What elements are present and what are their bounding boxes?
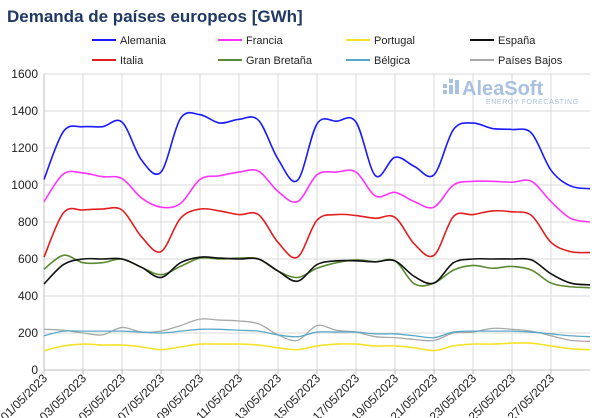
legend-label: Alemania: [120, 35, 167, 47]
series-line-espana: [43, 256, 591, 286]
series-line-portugal: [43, 342, 591, 352]
x-axis: 01/05/202303/05/202305/05/202307/05/2023…: [0, 369, 590, 418]
legend-label: Italia: [120, 55, 144, 67]
legend-item: Bélgica: [346, 55, 411, 67]
series-line-paises-bajos: [43, 318, 591, 342]
y-tick-label: 200: [18, 326, 38, 340]
legend-item: Francia: [218, 35, 284, 47]
legend-item: España: [470, 35, 536, 47]
y-tick-label: 600: [18, 252, 38, 266]
legend-item: Alemania: [92, 35, 167, 47]
legend-label: Gran Bretaña: [246, 55, 313, 67]
legend-label: España: [498, 35, 536, 47]
y-tick-label: 1000: [11, 178, 38, 192]
legend-item: Gran Bretaña: [218, 55, 313, 67]
series-line-belgica: [43, 328, 591, 339]
series-line-italia: [43, 206, 591, 259]
logo-text: AleaSoft: [462, 78, 543, 100]
series-line-francia: [43, 168, 591, 223]
legend-label: Francia: [246, 35, 284, 47]
legend-label: Bélgica: [374, 55, 411, 67]
logo-mark-icon: [443, 79, 459, 94]
series-line-alemania: [43, 111, 591, 190]
y-tick-label: 1600: [11, 67, 38, 81]
legend-item: Portugal: [346, 35, 415, 47]
legend-item: Italia: [92, 55, 144, 67]
y-axis: 0 200 400 600 800 1000 1200 1400 1600: [11, 67, 45, 377]
y-tick-label: 0: [31, 363, 38, 377]
legend-label: Países Bajos: [498, 55, 563, 67]
chart-title: Demanda de países europeos [GWh]: [7, 7, 303, 26]
y-tick-label: 1200: [11, 141, 38, 155]
aleasoft-logo: AleaSoft ENERGY FORECASTING: [443, 78, 579, 106]
logo-subtext: ENERGY FORECASTING: [486, 99, 579, 106]
legend-label: Portugal: [374, 35, 415, 47]
y-tick-label: 1400: [11, 104, 38, 118]
y-tick-label: 800: [18, 215, 38, 229]
series-lines: [43, 111, 591, 352]
y-tick-label: 400: [18, 289, 38, 303]
legend-item: Países Bajos: [470, 55, 563, 67]
legend: Alemania Francia Portugal España Italia Gran …: [92, 35, 563, 67]
